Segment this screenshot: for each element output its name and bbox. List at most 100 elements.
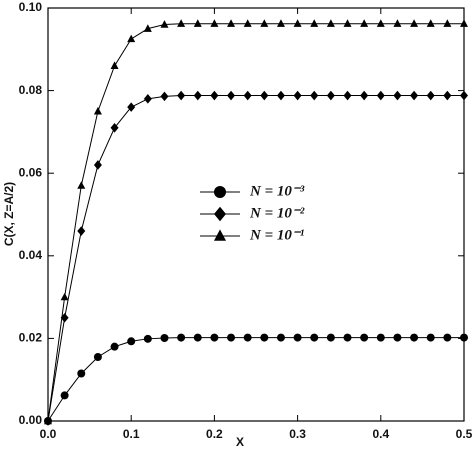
y-tick-label: 0.06 [19,165,43,179]
marker [310,90,319,101]
marker [360,19,369,27]
marker [410,333,419,342]
marker [77,226,86,236]
marker [227,19,236,27]
marker [143,94,152,104]
marker [276,19,285,27]
marker [243,333,252,342]
marker [293,333,302,342]
marker [426,19,435,27]
marker [193,333,202,342]
marker [110,342,119,351]
marker [343,19,352,27]
y-tick-label: 0.00 [19,413,43,427]
marker [210,90,219,101]
marker [77,369,86,378]
marker [326,90,335,101]
marker [426,333,435,342]
marker [326,19,335,27]
x-tick-label: 0.4 [372,427,389,441]
marker [410,90,419,101]
marker [260,19,269,27]
marker [60,292,69,301]
series-line [47,337,464,422]
marker [310,333,319,342]
x-tick-label: 0.5 [456,427,473,441]
marker [460,90,468,101]
marker [443,19,452,27]
marker [243,19,252,27]
marker [160,333,169,342]
marker [360,90,369,101]
marker [93,106,102,115]
marker [110,122,119,133]
marker [360,333,369,342]
marker [193,90,202,101]
marker [44,416,52,425]
marker [177,90,186,101]
marker [93,352,102,361]
marker [426,90,435,101]
marker [127,34,136,43]
y-tick-label: 0.10 [19,0,43,14]
marker [210,333,219,342]
x-tick-label: 0.3 [289,427,306,441]
marker [227,333,236,342]
marker [293,90,302,101]
series-line [47,95,464,422]
marker [376,90,385,101]
marker [376,333,385,342]
marker [343,333,352,342]
marker [260,333,269,342]
y-tick-label: 0.08 [19,83,43,97]
marker [160,91,169,102]
plot-frame [47,7,465,422]
marker [177,333,186,342]
marker [376,19,385,27]
marker [443,90,452,101]
marker [227,90,236,101]
marker [343,90,352,101]
marker [460,333,468,342]
x-tick-label: 0.1 [123,427,140,441]
marker [410,19,419,27]
marker [60,391,69,400]
marker [160,20,169,28]
marker [127,102,136,112]
marker [214,186,226,198]
x-tick-label: 0.2 [206,427,223,441]
marker [443,333,452,342]
marker [326,333,335,342]
legend: N = 10⁻³ N = 10⁻² N = 10⁻¹ [200,183,305,243]
y-tick-label: 0.04 [19,248,43,262]
series-line [47,23,464,422]
x-tick-label: 0.0 [40,427,57,441]
marker [393,90,402,101]
marker [177,19,186,27]
marker [214,206,226,222]
marker [127,337,136,346]
marker [77,181,86,189]
legend-label: N = 10⁻² [249,205,305,221]
marker [93,160,102,170]
marker [393,19,402,27]
marker [210,19,219,27]
marker [260,90,269,101]
y-axis-label: C(X, Z=A/2) [2,182,16,246]
marker [293,19,302,27]
marker [143,334,152,343]
marker [460,19,468,27]
legend-label: N = 10⁻¹ [249,227,304,243]
marker [393,333,402,342]
y-tick-label: 0.02 [19,331,43,345]
marker [276,90,285,101]
marker [276,333,285,342]
marker [310,19,319,27]
marker [214,229,226,241]
marker [143,24,152,32]
marker [243,90,252,101]
marker [193,19,202,27]
x-axis-label: X [236,435,244,449]
